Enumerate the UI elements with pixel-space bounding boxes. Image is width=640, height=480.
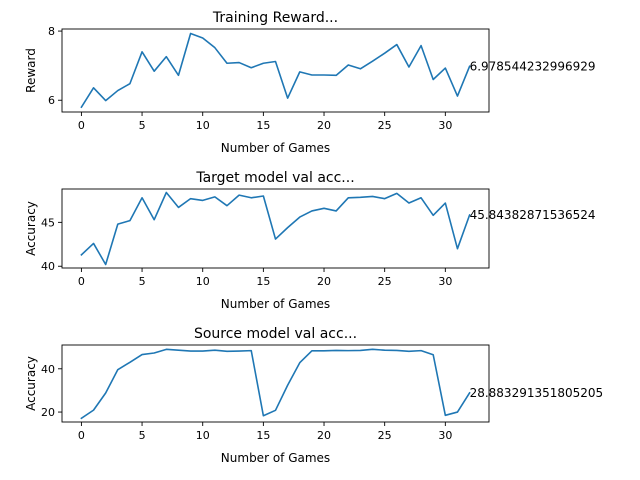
- series-line: [80, 191, 471, 266]
- x-axis-label: Number of Games: [221, 141, 330, 155]
- x-tick-label: 0: [78, 275, 85, 288]
- x-tick-label: 20: [317, 119, 331, 132]
- x-tick-label: 30: [438, 429, 452, 442]
- x-tick-label: 15: [256, 119, 270, 132]
- plot-frame: [61, 344, 490, 423]
- y-tick-label: 8: [48, 25, 55, 38]
- plot-frame: [61, 28, 490, 113]
- subplot-title: Target model val acc...: [195, 170, 354, 186]
- x-tick-label: 25: [378, 119, 392, 132]
- y-tick-label: 40: [41, 363, 55, 376]
- x-tick-label: 15: [256, 275, 270, 288]
- last-value-annotation: 45.84382871536524: [470, 208, 596, 222]
- x-tick-label: 15: [256, 429, 270, 442]
- subplot-title: Source model val acc...: [194, 326, 357, 342]
- x-axis-label: Number of Games: [221, 451, 330, 465]
- x-tick-label: 5: [139, 275, 146, 288]
- x-tick-label: 10: [196, 119, 210, 132]
- x-tick-label: 5: [139, 429, 146, 442]
- x-tick-label: 30: [438, 275, 452, 288]
- y-axis-label: Reward: [24, 48, 38, 93]
- last-value-annotation: 6.978544232996929: [470, 59, 596, 73]
- series-line: [80, 348, 471, 420]
- y-tick-label: 45: [41, 216, 55, 229]
- last-value-annotation: 28.883291351805205: [470, 386, 604, 400]
- x-tick-label: 25: [378, 429, 392, 442]
- subplot-title: Training Reward...: [212, 10, 338, 26]
- x-tick-label: 0: [78, 119, 85, 132]
- x-tick-label: 10: [196, 429, 210, 442]
- y-tick-label: 20: [41, 406, 55, 419]
- subplot-source-model-val-acc: Source model val acc... Number of Games …: [24, 326, 603, 465]
- y-tick-label: 40: [41, 260, 55, 273]
- x-tick-label: 5: [139, 119, 146, 132]
- plot-frame: [61, 188, 490, 269]
- x-tick-label: 10: [196, 275, 210, 288]
- y-tick-label: 6: [48, 94, 55, 107]
- y-axis-label: Accuracy: [24, 356, 38, 411]
- subplot-target-model-val-acc: Target model val acc... Number of Games …: [24, 170, 596, 311]
- x-tick-label: 20: [317, 429, 331, 442]
- x-tick-label: 25: [378, 275, 392, 288]
- x-tick-label: 20: [317, 275, 331, 288]
- x-axis-label: Number of Games: [221, 297, 330, 311]
- x-tick-label: 0: [78, 429, 85, 442]
- subplot-training-reward: Training Reward... Number of Games Rewar…: [24, 10, 596, 155]
- series-line: [80, 32, 471, 109]
- y-axis-label: Accuracy: [24, 201, 38, 256]
- x-tick-label: 30: [438, 119, 452, 132]
